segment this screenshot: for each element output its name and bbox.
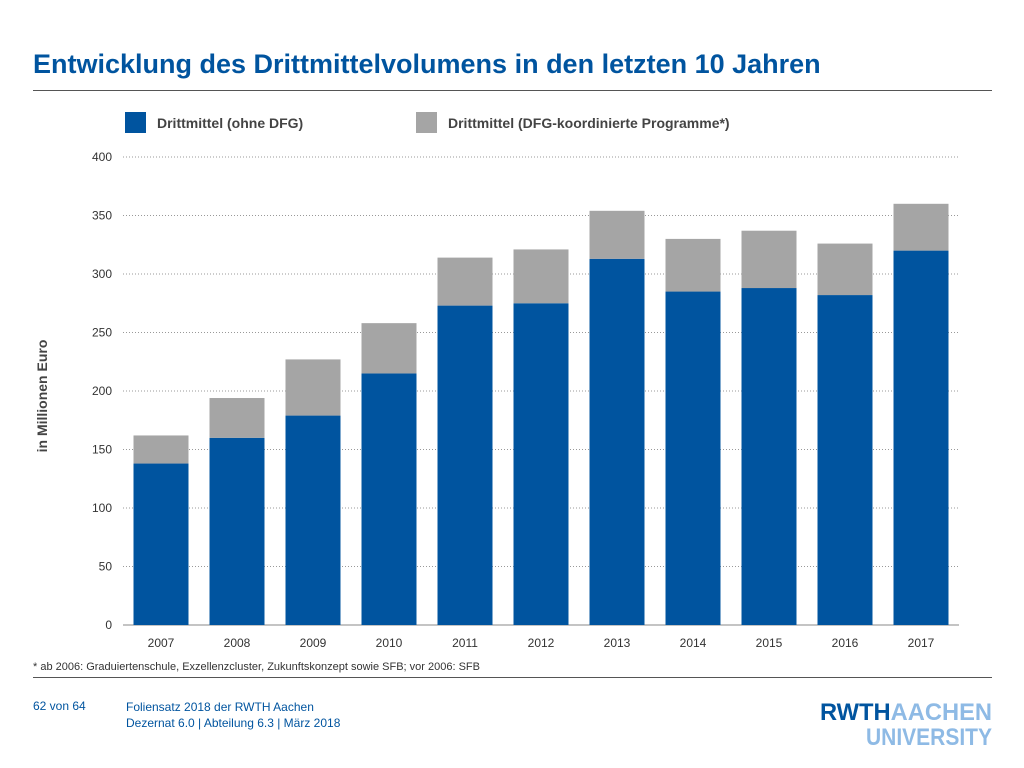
footnote: * ab 2006: Graduiertenschule, Exzellenzc… xyxy=(33,661,480,673)
logo-wordmark-top: RWTHAACHEN xyxy=(820,700,992,726)
slide-title: Entwicklung des Drittmittelvolumens in d… xyxy=(33,49,821,79)
y-tick-label-400: 400 xyxy=(92,150,112,164)
x-tick-label-2013: 2013 xyxy=(604,636,631,650)
bar-2013-ohne-dfg xyxy=(589,258,645,625)
x-tick-label-2016: 2016 xyxy=(832,636,859,650)
bar-2015-ohne-dfg xyxy=(741,288,797,625)
bar-2017-ohne-dfg xyxy=(893,250,949,625)
legend-label-dfg-koordiniert: Drittmittel (DFG-koordinierte Programme*… xyxy=(448,114,730,131)
y-axis-label: in Millionen Euro xyxy=(34,340,50,453)
x-tick-label-2014: 2014 xyxy=(680,636,707,650)
bar-2012-ohne-dfg xyxy=(513,303,569,625)
x-tick-label-2012: 2012 xyxy=(528,636,555,650)
footer-info: Foliensatz 2018 der RWTH Aachen Dezernat… xyxy=(126,699,340,731)
bar-2017-dfg-koordiniert xyxy=(893,203,949,251)
bars xyxy=(133,203,949,625)
legend-item-ohne-dfg: Drittmittel (ohne DFG) xyxy=(125,112,303,133)
y-tick-label-0: 0 xyxy=(105,618,112,632)
bar-2012-dfg-koordiniert xyxy=(513,249,569,304)
bar-2009-dfg-koordiniert xyxy=(285,359,341,416)
x-tick-label-2011: 2011 xyxy=(452,636,478,650)
x-tick-label-2017: 2017 xyxy=(908,636,935,650)
bar-2016-ohne-dfg xyxy=(817,295,873,625)
y-tick-label-100: 100 xyxy=(92,501,112,515)
bar-2010-dfg-koordiniert xyxy=(361,323,417,374)
x-tick-label-2010: 2010 xyxy=(376,636,403,650)
footer-line-department: Dezernat 6.0 | Abteilung 6.3 | März 2018 xyxy=(126,716,341,730)
bar-2007-dfg-koordiniert xyxy=(133,435,189,464)
bar-2010-ohne-dfg xyxy=(361,373,417,625)
bar-2008-ohne-dfg xyxy=(209,437,265,625)
x-tick-label-2015: 2015 xyxy=(756,636,783,650)
legend-swatch-blue xyxy=(125,112,146,133)
y-tick-label-300: 300 xyxy=(92,267,112,281)
legend-item-dfg-koordiniert: Drittmittel (DFG-koordinierte Programme*… xyxy=(416,112,730,133)
bar-2015-dfg-koordiniert xyxy=(741,230,797,289)
x-tick-label-2009: 2009 xyxy=(300,636,327,650)
bar-2011-dfg-koordiniert xyxy=(437,257,493,306)
x-tick-label-2007: 2007 xyxy=(148,636,175,650)
bar-2016-dfg-koordiniert xyxy=(817,243,873,296)
bar-2008-dfg-koordiniert xyxy=(209,398,265,438)
y-axis-tick-labels: 0 50 100 150 200 250 300 350 400 xyxy=(92,150,112,632)
y-tick-label-150: 150 xyxy=(92,443,112,457)
bar-2011-ohne-dfg xyxy=(437,305,493,625)
stacked-bar-chart: 0 50 100 150 200 250 300 350 400 2007 2008 2009 201… xyxy=(34,150,959,650)
footer-line-presentation: Foliensatz 2018 der RWTH Aachen xyxy=(126,700,314,714)
y-tick-label-250: 250 xyxy=(92,326,112,340)
legend-label-ohne-dfg: Drittmittel (ohne DFG) xyxy=(157,114,304,131)
bar-2014-ohne-dfg xyxy=(665,291,721,625)
bar-2007-ohne-dfg xyxy=(133,463,189,625)
page-number: 62 von 64 xyxy=(33,699,86,713)
bar-2014-dfg-koordiniert xyxy=(665,238,721,292)
y-tick-label-50: 50 xyxy=(99,560,113,574)
legend-swatch-grey xyxy=(416,112,437,133)
rwth-aachen-university-logo: RWTHAACHEN UNIVERSITY xyxy=(820,700,992,746)
title-divider xyxy=(33,90,992,91)
y-tick-label-350: 350 xyxy=(92,209,112,223)
x-tick-label-2008: 2008 xyxy=(224,636,251,650)
footer-divider xyxy=(33,677,992,678)
logo-wordmark-bottom: UNIVERSITY xyxy=(866,724,992,746)
bar-2009-ohne-dfg xyxy=(285,415,341,625)
x-axis-tick-labels: 2007 2008 2009 2010 2011 2012 2013 2014 2015 2016… xyxy=(148,636,935,650)
y-tick-label-200: 200 xyxy=(92,384,112,398)
bar-2013-dfg-koordiniert xyxy=(589,210,645,259)
